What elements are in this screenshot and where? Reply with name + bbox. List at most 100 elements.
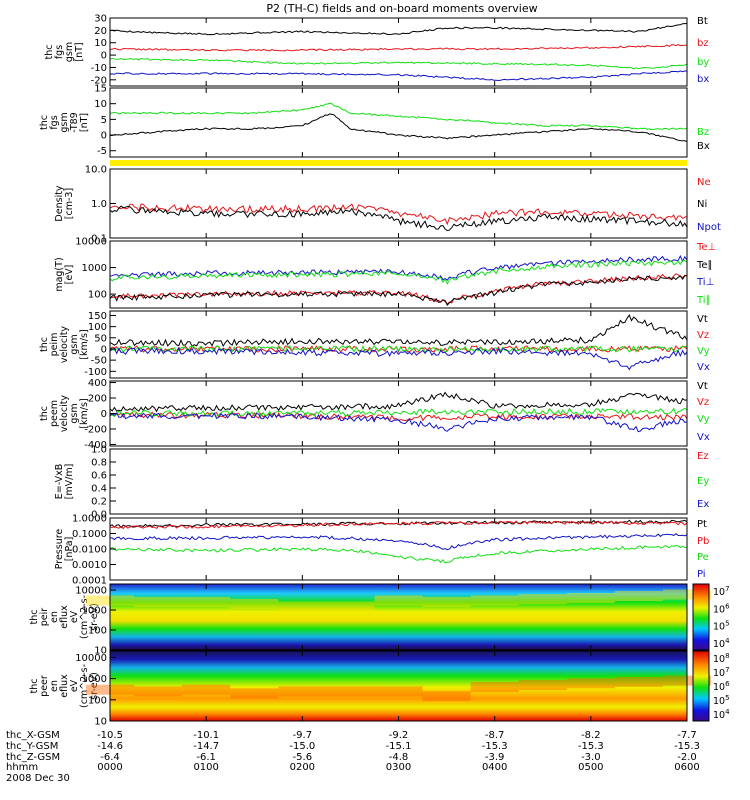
panel-10-colorbar xyxy=(692,650,710,722)
panel-6-legend-Vx: Vx xyxy=(697,432,710,443)
panel-9-colorbar-label: 104 xyxy=(713,637,730,650)
panel-10-ytick-label: 1000 xyxy=(82,674,107,685)
panel-9-peak-band xyxy=(278,601,327,612)
panel-5-ylabel: gsm xyxy=(69,334,80,354)
panel-9-colorbar-label: 105 xyxy=(713,620,730,633)
panel-2-ylabel: thc xyxy=(39,115,50,130)
panel-8-ytick-label: 0.0001 xyxy=(72,576,107,587)
footer-value: -15.3 xyxy=(674,741,700,752)
panel-6-legend-Vt: Vt xyxy=(697,381,708,392)
panel-10-ylabel: thc xyxy=(29,679,40,694)
footer-value: -8.7 xyxy=(485,730,505,741)
panel-4-series-Ti⊥ xyxy=(109,254,688,281)
panel-9-peak-band xyxy=(182,597,231,608)
footer-value: -9.7 xyxy=(293,730,313,741)
panel-3-ytick-label: 10.0 xyxy=(85,165,107,176)
panel-10-colorbar-label: 108 xyxy=(713,652,730,665)
panel-3-ytick-label: 1.0 xyxy=(91,199,107,210)
panel-6-ylabel: peem xyxy=(49,400,60,427)
footer-value: 0600 xyxy=(674,762,699,773)
panel-6-series-Vx xyxy=(109,412,688,433)
panel-1-ylabel: fgs xyxy=(54,45,65,59)
panel-6-ytick-label: -400 xyxy=(84,440,107,451)
panel-10-peak-band xyxy=(470,682,519,692)
panel-9-peak-band xyxy=(518,594,567,605)
panel-10: thc peer en eflux eV (cm^2-s-sr-eV) 10000 1000 1… xyxy=(29,650,730,728)
panel-10-peak-band xyxy=(422,691,471,702)
panel-4-series-Te∥ xyxy=(109,274,688,306)
panel-4: mag(T) [eV] 10000 1000 100 Te⊥ Te∥ Ti⊥ Ti∥ xyxy=(54,237,716,309)
footer-value: 0500 xyxy=(578,762,603,773)
footer-value: 0200 xyxy=(290,762,315,773)
panel-4-legend-Te∥: Te∥ xyxy=(696,260,713,271)
panel-7-ytick-label: 0.4 xyxy=(91,484,107,495)
panel-1-series-by xyxy=(109,57,688,70)
footer-value: -6.4 xyxy=(100,752,120,763)
panel-7-ylabel: E=-VxB xyxy=(54,464,65,499)
panel-7-frame xyxy=(109,448,688,515)
panel-2-ylabel: [nT] xyxy=(79,113,90,132)
panel-10-colorbar-label: 105 xyxy=(713,694,730,707)
panel-10-colorbar-label: 106 xyxy=(713,680,730,693)
panel-9-ylabel: (cm^2-s- xyxy=(79,595,90,639)
panel-1-ytick-label: 30 xyxy=(94,14,107,25)
panel-1-series-bz xyxy=(110,44,688,52)
panel-5-ytick-label: 50 xyxy=(94,333,107,344)
panel-10-ylabel: sr-eV) xyxy=(89,672,100,700)
panel-10-ylabel: en xyxy=(49,680,60,692)
panel-10-ytick-label: 10 xyxy=(94,717,107,728)
panel-10-peak-band xyxy=(518,680,567,690)
yellow-band xyxy=(110,160,687,166)
panel-5-legend-Vz: Vz xyxy=(697,330,709,341)
panel-3-frame xyxy=(109,168,688,239)
panel-9-colorbar-label: 107 xyxy=(713,585,730,598)
panel-7-ytick-label: 0.8 xyxy=(91,458,107,469)
footer-value: -6.1 xyxy=(196,752,216,763)
panel-8-ylabel: Pressure xyxy=(54,529,65,570)
footer-value: -15.3 xyxy=(482,741,508,752)
panel-10-ylabel: peer xyxy=(39,675,50,697)
panel-7-ytick-label: 1.0 xyxy=(91,445,107,456)
panel-1-ytick-label: 20 xyxy=(94,26,107,37)
panel-10-peak-band xyxy=(374,686,423,697)
panel-3: Density [cm-3] 10.0 1.0 0.1 Ne Ni Npot xyxy=(54,165,721,245)
footer-value: -9.2 xyxy=(389,730,409,741)
panel-9-peak-band xyxy=(422,597,471,608)
panel-8-legend-Pt: Pt xyxy=(697,519,707,530)
panel-10-peak-band xyxy=(566,678,615,689)
panel-1-ytick-label: 10 xyxy=(94,38,107,49)
panel-2-ytick-label: 5 xyxy=(101,115,107,126)
panel-4-frame xyxy=(109,240,688,309)
panel-6: thc peem velocity gsm [km/s] 400 200 0 -200 -400 V… xyxy=(39,378,710,451)
panel-5: thc peim velocity gsm [km/s] 150100500-50-100… xyxy=(39,310,710,379)
panel-9-frame xyxy=(109,583,688,651)
footer-label: 2008 Dec 30 xyxy=(6,773,70,784)
panel-4-series-Te⊥ xyxy=(110,273,688,305)
footer-value: -8.2 xyxy=(581,730,601,741)
footer-value: 0100 xyxy=(193,762,218,773)
panel-1-frame xyxy=(109,17,688,87)
panel-2-ytick-label: 10 xyxy=(94,99,107,110)
footer-value: -10.5 xyxy=(97,730,123,741)
footer-value: -3.0 xyxy=(581,752,601,763)
footer-value: 0400 xyxy=(482,762,507,773)
panel-5-ytick-label: 0 xyxy=(101,344,107,355)
panel-9-ylabel: en xyxy=(49,611,60,623)
panel-3-series-Ne xyxy=(109,203,688,226)
panel-8-frame xyxy=(109,517,688,581)
panel-10-peak-band xyxy=(278,686,327,697)
panel-10-peak-band xyxy=(230,688,279,699)
footer-label: thc_Y-GSM xyxy=(6,741,58,752)
panel-5-ylabel: thc xyxy=(39,337,50,352)
panel-7-legend-Ey: Ey xyxy=(697,476,709,487)
panel-9-peak-band xyxy=(230,599,279,609)
panel-5-ylabel: [km/s] xyxy=(79,329,90,359)
panel-5-ytick-label: -100 xyxy=(84,367,107,378)
footer-value: -15.0 xyxy=(289,741,315,752)
panel-8-series-Pb xyxy=(109,520,688,530)
panel-2-legend-Bz: Bz xyxy=(697,127,709,138)
panel-6-ylabel: [km/s] xyxy=(79,398,90,428)
panel-9-ylabel: thc xyxy=(29,610,40,625)
